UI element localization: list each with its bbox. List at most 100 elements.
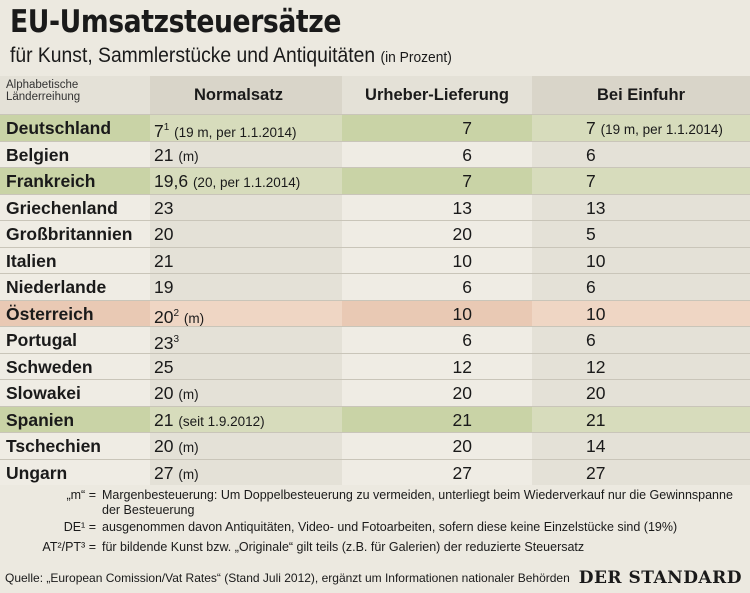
page-subtitle: für Kunst, Sammlerstücke und Antiquitäte… <box>10 44 452 68</box>
cell-einfuhr: 10 <box>532 247 750 273</box>
urheber-value: 20 <box>452 436 472 456</box>
urheber-value: 7 <box>462 171 472 191</box>
cell-country: Ungarn <box>0 459 150 485</box>
urheber-value: 12 <box>452 356 472 377</box>
normalsatz-note: (m) <box>183 310 205 326</box>
table-row: Schweden 25 12 12 <box>0 352 750 379</box>
einfuhr-value: 7 <box>586 118 596 138</box>
country-name: Spanien <box>6 409 75 430</box>
cell-urheber: 10 <box>342 300 532 326</box>
cell-normalsatz: 20 (m) <box>150 433 342 459</box>
urheber-value: 20 <box>452 383 472 403</box>
table-row: Frankreich 19,6 (20, per 1.1.2014) 7 7 <box>0 167 750 194</box>
einfuhr-value: 5 <box>586 224 596 244</box>
normalsatz-note: (19 m, per 1.1.2014) <box>174 125 297 140</box>
cell-urheber: 21 <box>342 406 532 432</box>
cell-normalsatz: 19 <box>150 274 342 300</box>
normalsatz-value: 21 <box>154 144 174 165</box>
einfuhr-value: 7 <box>586 171 596 191</box>
cell-einfuhr: 7 (19 m, per 1.1.2014) <box>532 115 750 141</box>
cell-country: Deutschland <box>0 115 150 141</box>
urheber-value: 20 <box>452 224 472 244</box>
cell-einfuhr: 5 <box>532 221 750 247</box>
table-row: Griechenland 23 13 13 <box>0 193 750 220</box>
cell-normalsatz: 233 <box>150 327 342 353</box>
cell-urheber: 20 <box>342 221 532 247</box>
header-normalsatz: Normalsatz <box>150 76 342 114</box>
urheber-value: 21 <box>452 409 472 430</box>
country-name: Griechenland <box>6 197 118 218</box>
header-einfuhr: Bei Einfuhr <box>532 76 750 114</box>
cell-country: Griechenland <box>0 194 150 220</box>
cell-normalsatz: 202 (m) <box>150 300 342 327</box>
cell-einfuhr: 6 <box>532 327 750 353</box>
normalsatz-value: 19,6 <box>154 171 189 191</box>
cell-einfuhr: 12 <box>532 353 750 379</box>
urheber-value: 10 <box>452 250 472 271</box>
einfuhr-value: 21 <box>586 409 606 430</box>
page-title: EU-Umsatzsteuersätze <box>10 4 341 40</box>
brand-logo: DER STANDARD <box>578 568 742 588</box>
table-row: Österreich 202 (m) 10 10 <box>0 299 750 327</box>
urheber-value: 6 <box>462 277 472 297</box>
country-name: Tschechien <box>6 436 101 456</box>
table-row: Niederlande 19 6 6 <box>0 273 750 300</box>
einfuhr-value: 6 <box>586 330 596 350</box>
normalsatz-value: 7 <box>154 121 164 141</box>
cell-urheber: 6 <box>342 327 532 353</box>
normalsatz-note: (seit 1.9.2012) <box>178 413 265 429</box>
normalsatz-note: (m) <box>178 440 199 455</box>
normalsatz-value: 20 <box>154 306 174 327</box>
normalsatz-value: 21 <box>154 250 174 271</box>
einfuhr-value: 10 <box>586 250 606 271</box>
header-einfuhr-label: Bei Einfuhr <box>596 86 685 104</box>
cell-country: Schweden <box>0 353 150 379</box>
country-name: Österreich <box>6 303 94 324</box>
footnote: „m“ = Margenbesteuerung: Um Doppelbesteu… <box>0 488 750 520</box>
country-name: Italien <box>6 250 57 271</box>
cell-urheber: 20 <box>342 433 532 459</box>
normalsatz-value: 23 <box>154 197 174 218</box>
normalsatz-value: 20 <box>154 383 174 403</box>
footnote-text: Margenbesteuerung: Um Doppelbesteuerung … <box>102 488 733 517</box>
einfuhr-value: 20 <box>586 383 606 403</box>
cell-einfuhr: 13 <box>532 194 750 220</box>
cell-country: Österreich <box>0 300 150 326</box>
country-name: Slowakei <box>6 383 81 403</box>
einfuhr-value: 6 <box>586 144 596 165</box>
cell-urheber: 6 <box>342 274 532 300</box>
subtitle-text: für Kunst, Sammlerstücke und Antiquitäte… <box>10 44 376 67</box>
footnote-key: „m“ = <box>66 488 96 502</box>
cell-country: Niederlande <box>0 274 150 300</box>
urheber-value: 6 <box>462 144 472 165</box>
normalsatz-value: 23 <box>154 333 174 353</box>
urheber-value: 6 <box>462 330 472 350</box>
tax-table: Deutschland 71 (19 m, per 1.1.2014) 7 7 (19… <box>0 114 750 485</box>
table-row: Portugal 233 6 6 <box>0 326 750 353</box>
table-row: Belgien 21 (m) 6 6 <box>0 140 750 167</box>
footnote-marker: 3 <box>173 334 180 345</box>
cell-einfuhr: 6 <box>532 274 750 300</box>
normalsatz-value: 27 <box>154 462 174 483</box>
cell-einfuhr: 20 <box>532 380 750 406</box>
cell-urheber: 13 <box>342 194 532 220</box>
country-name: Frankreich <box>6 171 96 191</box>
cell-country: Tschechien <box>0 433 150 459</box>
cell-normalsatz: 21 (seit 1.9.2012) <box>150 406 342 432</box>
footnote-marker: 1 <box>163 122 170 133</box>
einfuhr-value: 13 <box>586 197 606 218</box>
normalsatz-note: (m) <box>178 387 199 402</box>
urheber-value: 27 <box>452 462 472 483</box>
cell-einfuhr: 27 <box>532 459 750 485</box>
footnote-key: DE¹ = <box>63 520 96 534</box>
header-country-line1: Alphabetische <box>6 79 79 91</box>
cell-einfuhr: 6 <box>532 141 750 167</box>
normalsatz-value: 21 <box>154 409 174 430</box>
einfuhr-value: 10 <box>586 303 606 324</box>
cell-country: Portugal <box>0 327 150 353</box>
normalsatz-note: (20, per 1.1.2014) <box>192 175 301 190</box>
cell-einfuhr: 7 <box>532 168 750 194</box>
cell-normalsatz: 71 (19 m, per 1.1.2014) <box>150 115 342 141</box>
header-country: Alphabetische Länderreihung <box>0 76 150 114</box>
